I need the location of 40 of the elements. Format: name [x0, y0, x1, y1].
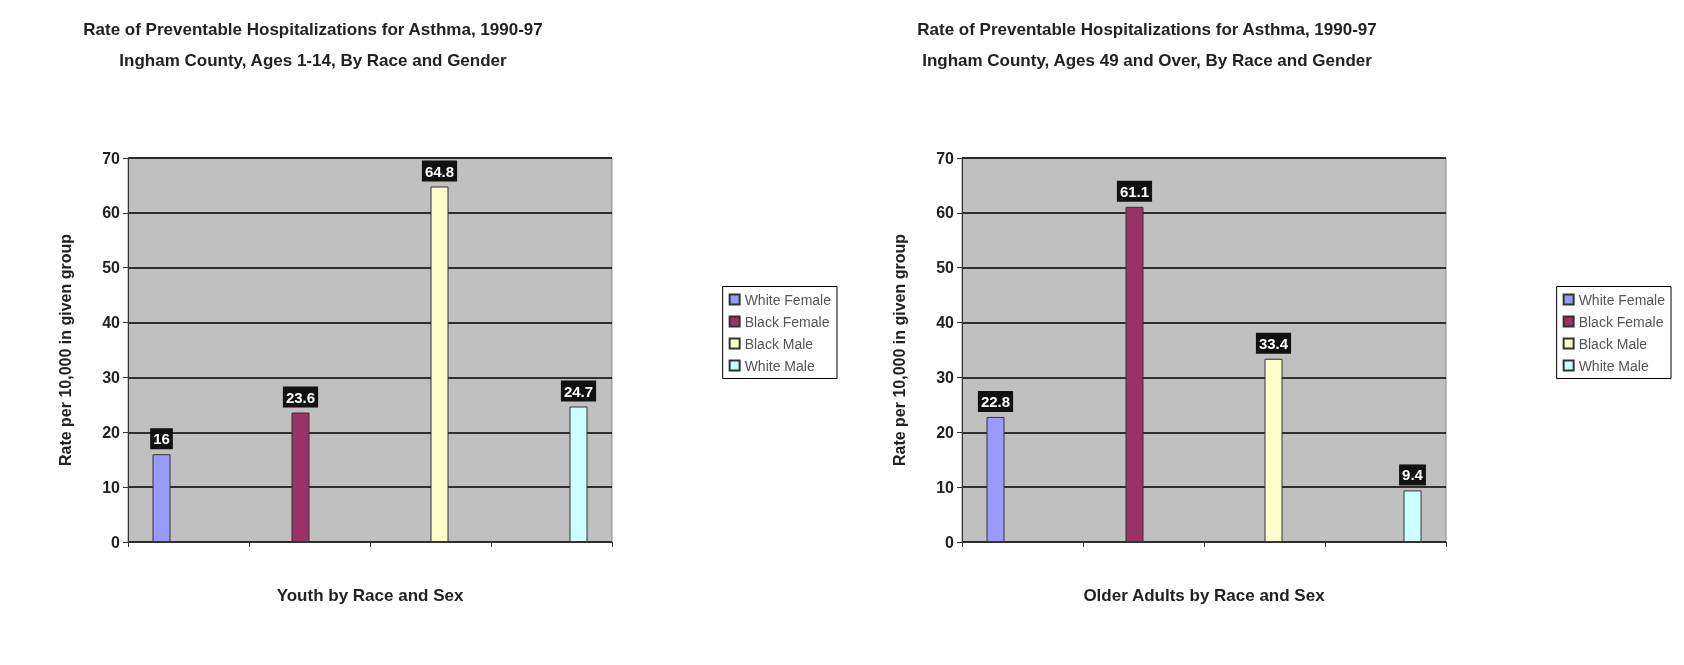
y-tick-label: 20	[936, 423, 955, 441]
legend-label: White Male	[744, 357, 815, 374]
y-axis-title: Rate per 10,000 in given group	[56, 233, 74, 467]
data-label: 33.4	[1258, 334, 1289, 352]
y-tick-label: 50	[936, 259, 955, 277]
y-tick-label: 10	[936, 478, 955, 496]
chart-subtitle: Ingham County, Ages 1-14, By Race and Gender	[119, 51, 508, 70]
data-label: 16	[153, 430, 170, 448]
y-axis-title: Rate per 10,000 in given group	[890, 233, 908, 467]
y-tick-label: 30	[936, 368, 955, 386]
y-tick-label: 0	[111, 533, 121, 551]
y-tick-label: 50	[102, 259, 121, 277]
y-tick-label: 30	[102, 368, 121, 386]
y-tick-label: 60	[102, 204, 121, 222]
legend-label: Black Female	[1578, 313, 1664, 330]
data-label: 23.6	[285, 388, 316, 406]
chart-title: Rate of Preventable Hospitalizations for Asthma, 1990-97	[917, 20, 1377, 39]
legend-label: White Female	[744, 291, 832, 308]
data-label: 61.1	[1119, 182, 1150, 200]
x-axis-title: Youth by Race and Sex	[276, 586, 464, 605]
x-axis-title: Older Adults by Race and Sex	[1083, 586, 1326, 605]
y-tick-label: 10	[102, 478, 121, 496]
legend-label: White Female	[1578, 291, 1666, 308]
data-label: 9.4	[1402, 466, 1424, 484]
data-label: 22.8	[980, 392, 1011, 410]
y-tick-label: 40	[102, 314, 121, 332]
legend-label: Black Male	[744, 335, 814, 352]
y-tick-label: 0	[945, 533, 955, 551]
data-label: 24.7	[563, 382, 594, 400]
legend-label: Black Male	[1578, 335, 1648, 352]
y-tick-label: 60	[936, 204, 955, 222]
y-tick-label: 40	[936, 314, 955, 332]
y-tick-label: 20	[102, 423, 121, 441]
legend-label: Black Female	[744, 313, 830, 330]
chart-title: Rate of Preventable Hospitalizations for Asthma, 1990-97	[83, 20, 543, 39]
data-label: 64.8	[424, 162, 455, 180]
y-tick-label: 70	[102, 149, 121, 167]
y-tick-label: 70	[936, 149, 955, 167]
legend-label: White Male	[1578, 357, 1649, 374]
chart-subtitle: Ingham County, Ages 49 and Over, By Race and Gender	[922, 51, 1373, 70]
